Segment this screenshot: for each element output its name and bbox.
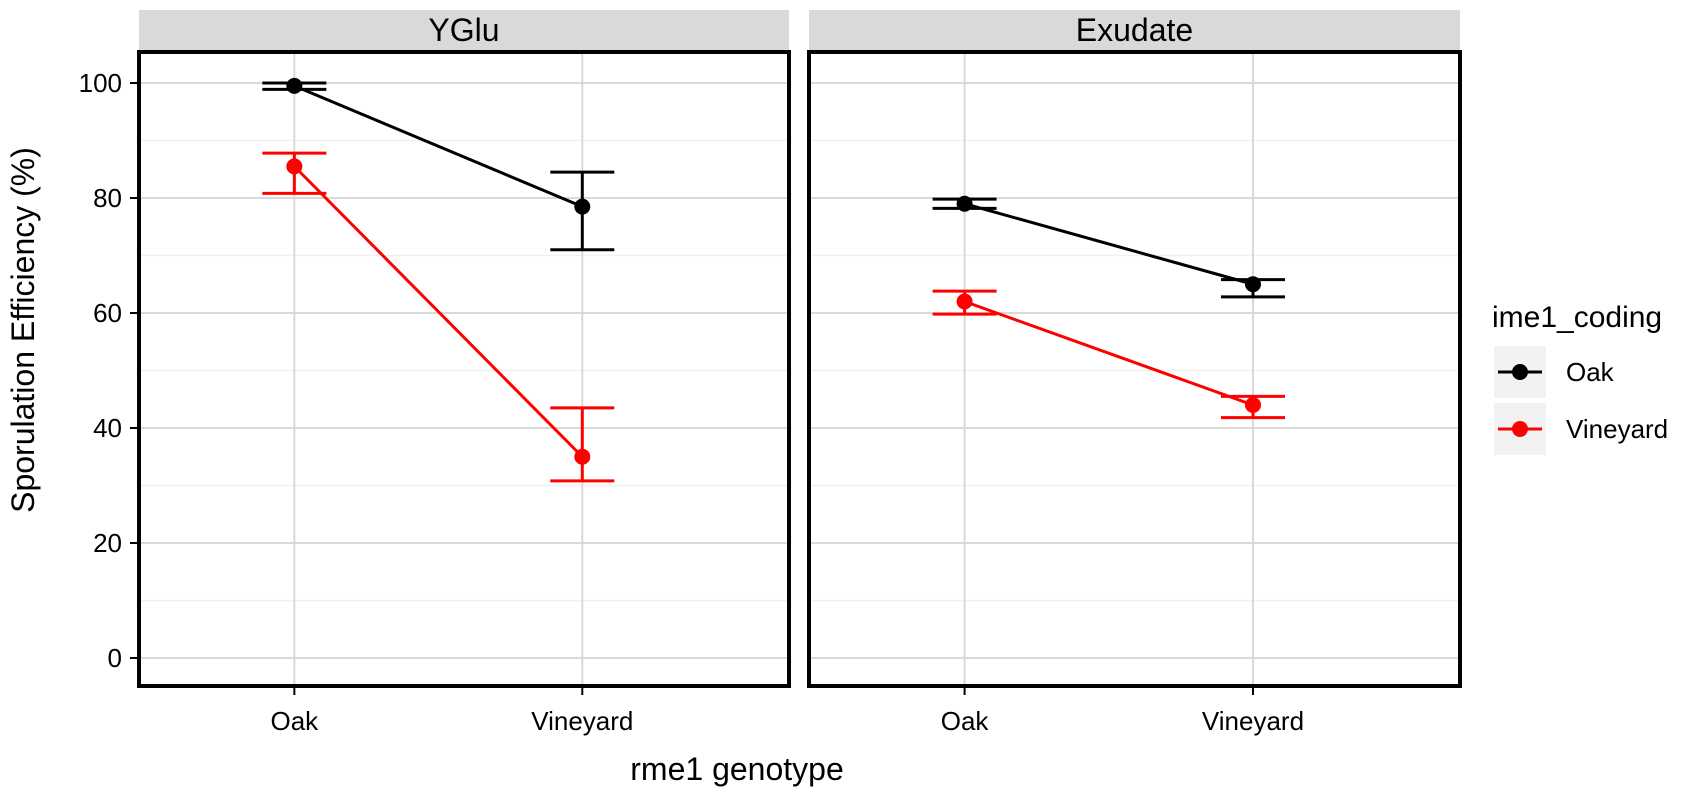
legend-label: Oak (1566, 357, 1615, 387)
x-tick-label: Vineyard (531, 706, 633, 736)
x-tick-label: Oak (271, 706, 320, 736)
facet-strip (809, 10, 1460, 50)
data-point (286, 158, 303, 175)
y-tick-label: 80 (93, 183, 122, 213)
y-tick-label: 40 (93, 413, 122, 443)
series-oak (262, 77, 615, 252)
error-bar (550, 406, 615, 483)
legend-item-oak: Oak (1494, 346, 1615, 398)
legend-item-vineyard: Vineyard (1494, 403, 1668, 455)
x-axis-title: rme1 genotype (630, 751, 843, 787)
facet-strip-label: YGlu (428, 12, 499, 48)
data-point (1244, 397, 1261, 413)
data-point (956, 293, 973, 310)
y-tick-label: 20 (93, 528, 122, 558)
y-tick-label: 60 (93, 298, 122, 328)
x-tick-label: Oak (941, 706, 990, 736)
series-vineyard (262, 151, 615, 483)
legend-label: Vineyard (1566, 414, 1668, 444)
facet-panel-yglu: YGlu (137, 10, 791, 688)
facet-strip (139, 10, 789, 50)
series-line (293, 84, 583, 209)
panel-border (137, 50, 791, 688)
series-line (293, 165, 584, 458)
legend-key-point (1512, 364, 1528, 380)
y-tick-label: 0 (108, 643, 122, 673)
y-axis-title: Sporulation Efficiency (%) (5, 147, 41, 513)
data-point (574, 448, 591, 465)
legend-keys: Oak Vineyard (1494, 346, 1668, 455)
data-point (574, 198, 591, 215)
series-line (964, 202, 1254, 286)
series-oak (932, 195, 1285, 299)
y-axis: 0 20 40 60 80 100 (79, 68, 139, 673)
facet-strip-label: Exudate (1076, 12, 1193, 48)
series-line (964, 300, 1254, 407)
data-point (956, 195, 973, 212)
facet-panels: YGlu Exudate (137, 10, 1462, 688)
x-axis: Oak Vineyard Oak Vineyard (271, 686, 1304, 736)
panel-border (807, 50, 1462, 688)
legend-key-point (1512, 421, 1528, 437)
series-vineyard (932, 289, 1285, 420)
facet-panel-exudate: Exudate (807, 10, 1462, 688)
x-tick-label: Vineyard (1202, 706, 1304, 736)
data-point (286, 77, 303, 94)
legend-title: ime1_coding (1492, 301, 1662, 334)
legend: ime1_coding Oak Vineyard (1492, 301, 1668, 455)
data-point (1244, 276, 1261, 293)
y-tick-label: 100 (79, 68, 122, 98)
